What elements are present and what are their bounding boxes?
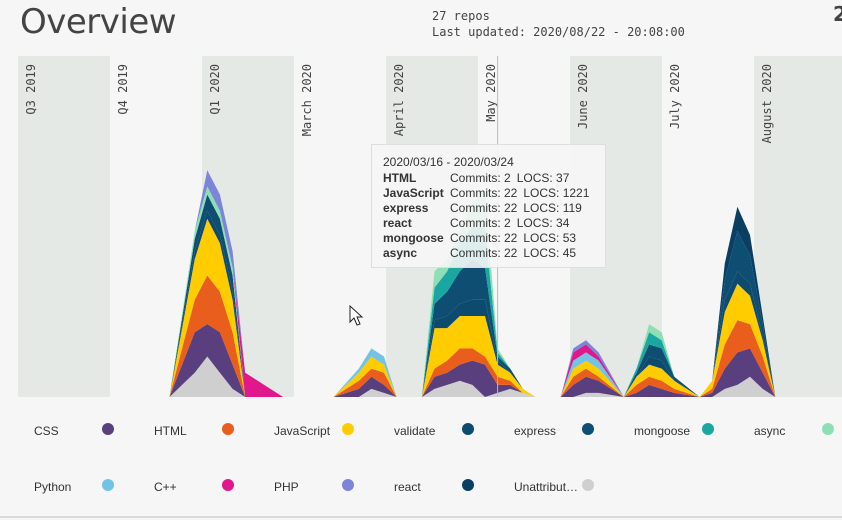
legend-label: validate [394,424,436,438]
area-css[interactable] [169,324,776,397]
period-label: June 2020 [576,64,590,129]
tooltip-commits: Commits: 2 [450,216,511,230]
legend-swatch [822,423,834,435]
area-validate[interactable] [169,210,776,397]
tooltip-locs: LOCS: 119 [523,201,582,215]
period-band [294,56,386,397]
tooltip-series-name: JavaScript [383,186,444,200]
legend-item[interactable]: CSS [34,422,124,440]
legend-item[interactable]: async [754,422,842,440]
repo-meta: 27 repos Last updated: 2020/08/22 - 20:0… [432,8,685,40]
legend-label: react [394,480,421,494]
legend-label: express [514,424,557,438]
tooltip-row: HTML Commits: 2 LOCS: 37 [383,171,605,186]
period-labels: Q3 2019 Q4 2019 Q1 2020 March 2020 April 202… [24,64,774,143]
legend-item[interactable]: express [514,422,604,440]
tooltip-locs: LOCS: 53 [523,231,577,245]
tooltip-row: JavaScript Commits: 22 LOCS: 1221 [383,186,605,201]
legend-swatch [342,479,354,491]
legend-item[interactable]: PHP [274,478,364,496]
tooltip-row: react Commits: 2 LOCS: 34 [383,216,605,231]
legend-item[interactable]: react [394,478,484,496]
legend-item[interactable]: Python [34,478,124,496]
legend-item[interactable]: Unattribut… [514,478,604,496]
legend-label: Unattribut… [514,480,579,494]
legend-label: JavaScript [274,424,331,438]
tooltip-series-name: mongoose [383,231,444,245]
tooltip-rows: HTML Commits: 2 LOCS: 37 JavaScript Commits:… [383,171,605,261]
tooltip-commits: Commits: 22 [450,246,518,260]
legend-swatch [102,479,114,491]
area-html[interactable] [169,275,776,398]
legend-label: HTML [154,424,187,438]
period-label: Q3 2019 [24,64,38,115]
last-updated: Last updated: 2020/08/22 - 20:08:00 [432,25,685,39]
legend-swatch [462,479,474,491]
tooltip-series-name: HTML [383,171,417,185]
period-label: August 2020 [760,64,774,143]
tooltip-row: async Commits: 22 LOCS: 45 [383,246,605,261]
tooltip-row: express Commits: 22 LOCS: 119 [383,201,605,216]
legend-label: async [754,424,786,438]
legend-swatch [702,423,714,435]
tooltip-locs: LOCS: 34 [516,216,570,230]
tooltip-commits: Commits: 22 [450,186,518,200]
period-label: April 2020 [392,64,406,136]
legend-label: PHP [274,480,299,494]
repo-count: 27 repos [432,9,490,23]
legend-item[interactable]: mongoose [634,422,724,440]
period-bands [18,56,842,397]
bottom-divider [0,516,842,518]
legend-item[interactable]: HTML [154,422,244,440]
legend-label: Python [34,480,72,494]
area-javascript[interactable] [169,218,776,397]
legend-swatch [222,423,234,435]
tooltip-locs: LOCS: 1221 [523,186,590,200]
page-title: Overview [20,2,177,42]
legend-swatch [582,423,594,435]
legend-swatch [342,423,354,435]
legend-label: CSS [34,424,59,438]
mouse-pointer-icon [349,304,364,326]
period-label: Q1 2020 [208,64,222,115]
tooltip-series-name: react [383,216,412,230]
legend-swatch [222,479,234,491]
legend-label: C++ [154,480,177,494]
legend-swatch [102,423,114,435]
legend-swatch [462,423,474,435]
legend-item[interactable]: JavaScript [274,422,364,440]
tooltip-series-name: express [383,201,429,215]
tooltip-commits: Commits: 22 [450,231,518,245]
tooltip-range: 2020/03/16 - 2020/03/24 [383,155,514,169]
period-label: Q4 2019 [116,64,130,115]
legend-swatch [582,479,594,491]
area-unattributed[interactable] [169,356,776,398]
period-band [754,56,842,397]
legend-item[interactable]: validate [394,422,484,440]
period-label: March 2020 [300,64,314,136]
tooltip-commits: Commits: 22 [450,201,518,215]
period-label: July 2020 [668,64,682,129]
legend-label: mongoose [634,424,691,438]
tooltip-row: mongoose Commits: 22 LOCS: 53 [383,231,605,246]
contribution-chart[interactable]: Q3 2019 Q4 2019 Q1 2020 March 2020 April 202… [0,0,842,400]
period-label: May 2020 [484,64,498,122]
cut-off-stat: 2 [833,2,842,26]
area-express[interactable] [169,194,776,398]
tooltip-locs: LOCS: 45 [523,246,577,260]
chart-legend: CSS HTML JavaScript validate express mongoose… [0,400,842,518]
tooltip-commits: Commits: 2 [450,171,511,185]
tooltip-series-name: async [383,246,418,260]
period-band [18,56,110,397]
legend-item[interactable]: C++ [154,478,244,496]
hover-tooltip: 2020/03/16 - 2020/03/24 HTML Commits: 2 LO… [371,144,606,268]
tooltip-locs: LOCS: 37 [516,171,570,185]
